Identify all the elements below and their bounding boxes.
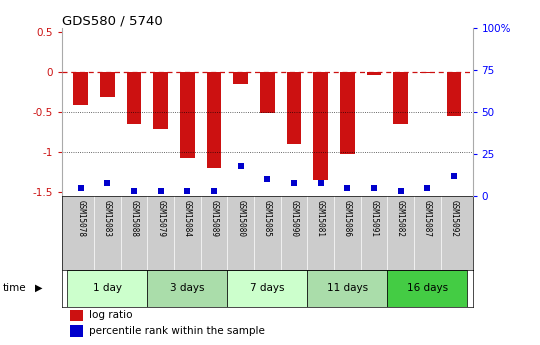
Bar	[73, 72, 88, 105]
Text: GSM15078: GSM15078	[76, 200, 85, 237]
Bar	[387, 270, 467, 306]
Bar	[70, 310, 83, 321]
Text: log ratio: log ratio	[89, 310, 132, 320]
Text: GSM15084: GSM15084	[183, 200, 192, 237]
Text: GSM15080: GSM15080	[236, 200, 245, 237]
Bar	[420, 72, 435, 73]
Text: 7 days: 7 days	[250, 283, 285, 293]
Text: percentile rank within the sample: percentile rank within the sample	[89, 326, 265, 336]
Bar	[68, 270, 147, 306]
Text: 1 day: 1 day	[93, 283, 122, 293]
Text: GSM15092: GSM15092	[449, 200, 458, 237]
Text: GSM15086: GSM15086	[343, 200, 352, 237]
Bar	[180, 72, 195, 158]
Bar	[100, 72, 114, 97]
Text: GSM15081: GSM15081	[316, 200, 325, 237]
Text: 11 days: 11 days	[327, 283, 368, 293]
Text: GSM15079: GSM15079	[156, 200, 165, 237]
Text: GDS580 / 5740: GDS580 / 5740	[62, 14, 163, 28]
Bar	[340, 72, 355, 154]
Text: GSM15091: GSM15091	[369, 200, 379, 237]
Text: GSM15090: GSM15090	[289, 200, 299, 237]
Bar	[70, 325, 83, 336]
Bar	[287, 72, 301, 144]
Text: GSM15089: GSM15089	[210, 200, 219, 237]
Bar	[447, 72, 461, 116]
Bar	[153, 72, 168, 129]
Text: 3 days: 3 days	[170, 283, 205, 293]
Bar	[260, 72, 275, 114]
Text: GSM15087: GSM15087	[423, 200, 431, 237]
Bar	[127, 72, 141, 124]
Bar	[227, 270, 307, 306]
Text: ▶: ▶	[35, 283, 43, 293]
Text: 16 days: 16 days	[407, 283, 448, 293]
Text: GSM15085: GSM15085	[263, 200, 272, 237]
Bar	[147, 270, 227, 306]
Bar	[393, 72, 408, 124]
Bar	[307, 270, 387, 306]
Text: GSM15083: GSM15083	[103, 200, 112, 237]
Bar	[207, 72, 221, 168]
Bar	[367, 72, 381, 75]
Text: GSM15082: GSM15082	[396, 200, 405, 237]
Bar	[233, 72, 248, 84]
Text: time: time	[3, 283, 26, 293]
Text: GSM15088: GSM15088	[130, 200, 139, 237]
Bar	[313, 72, 328, 180]
